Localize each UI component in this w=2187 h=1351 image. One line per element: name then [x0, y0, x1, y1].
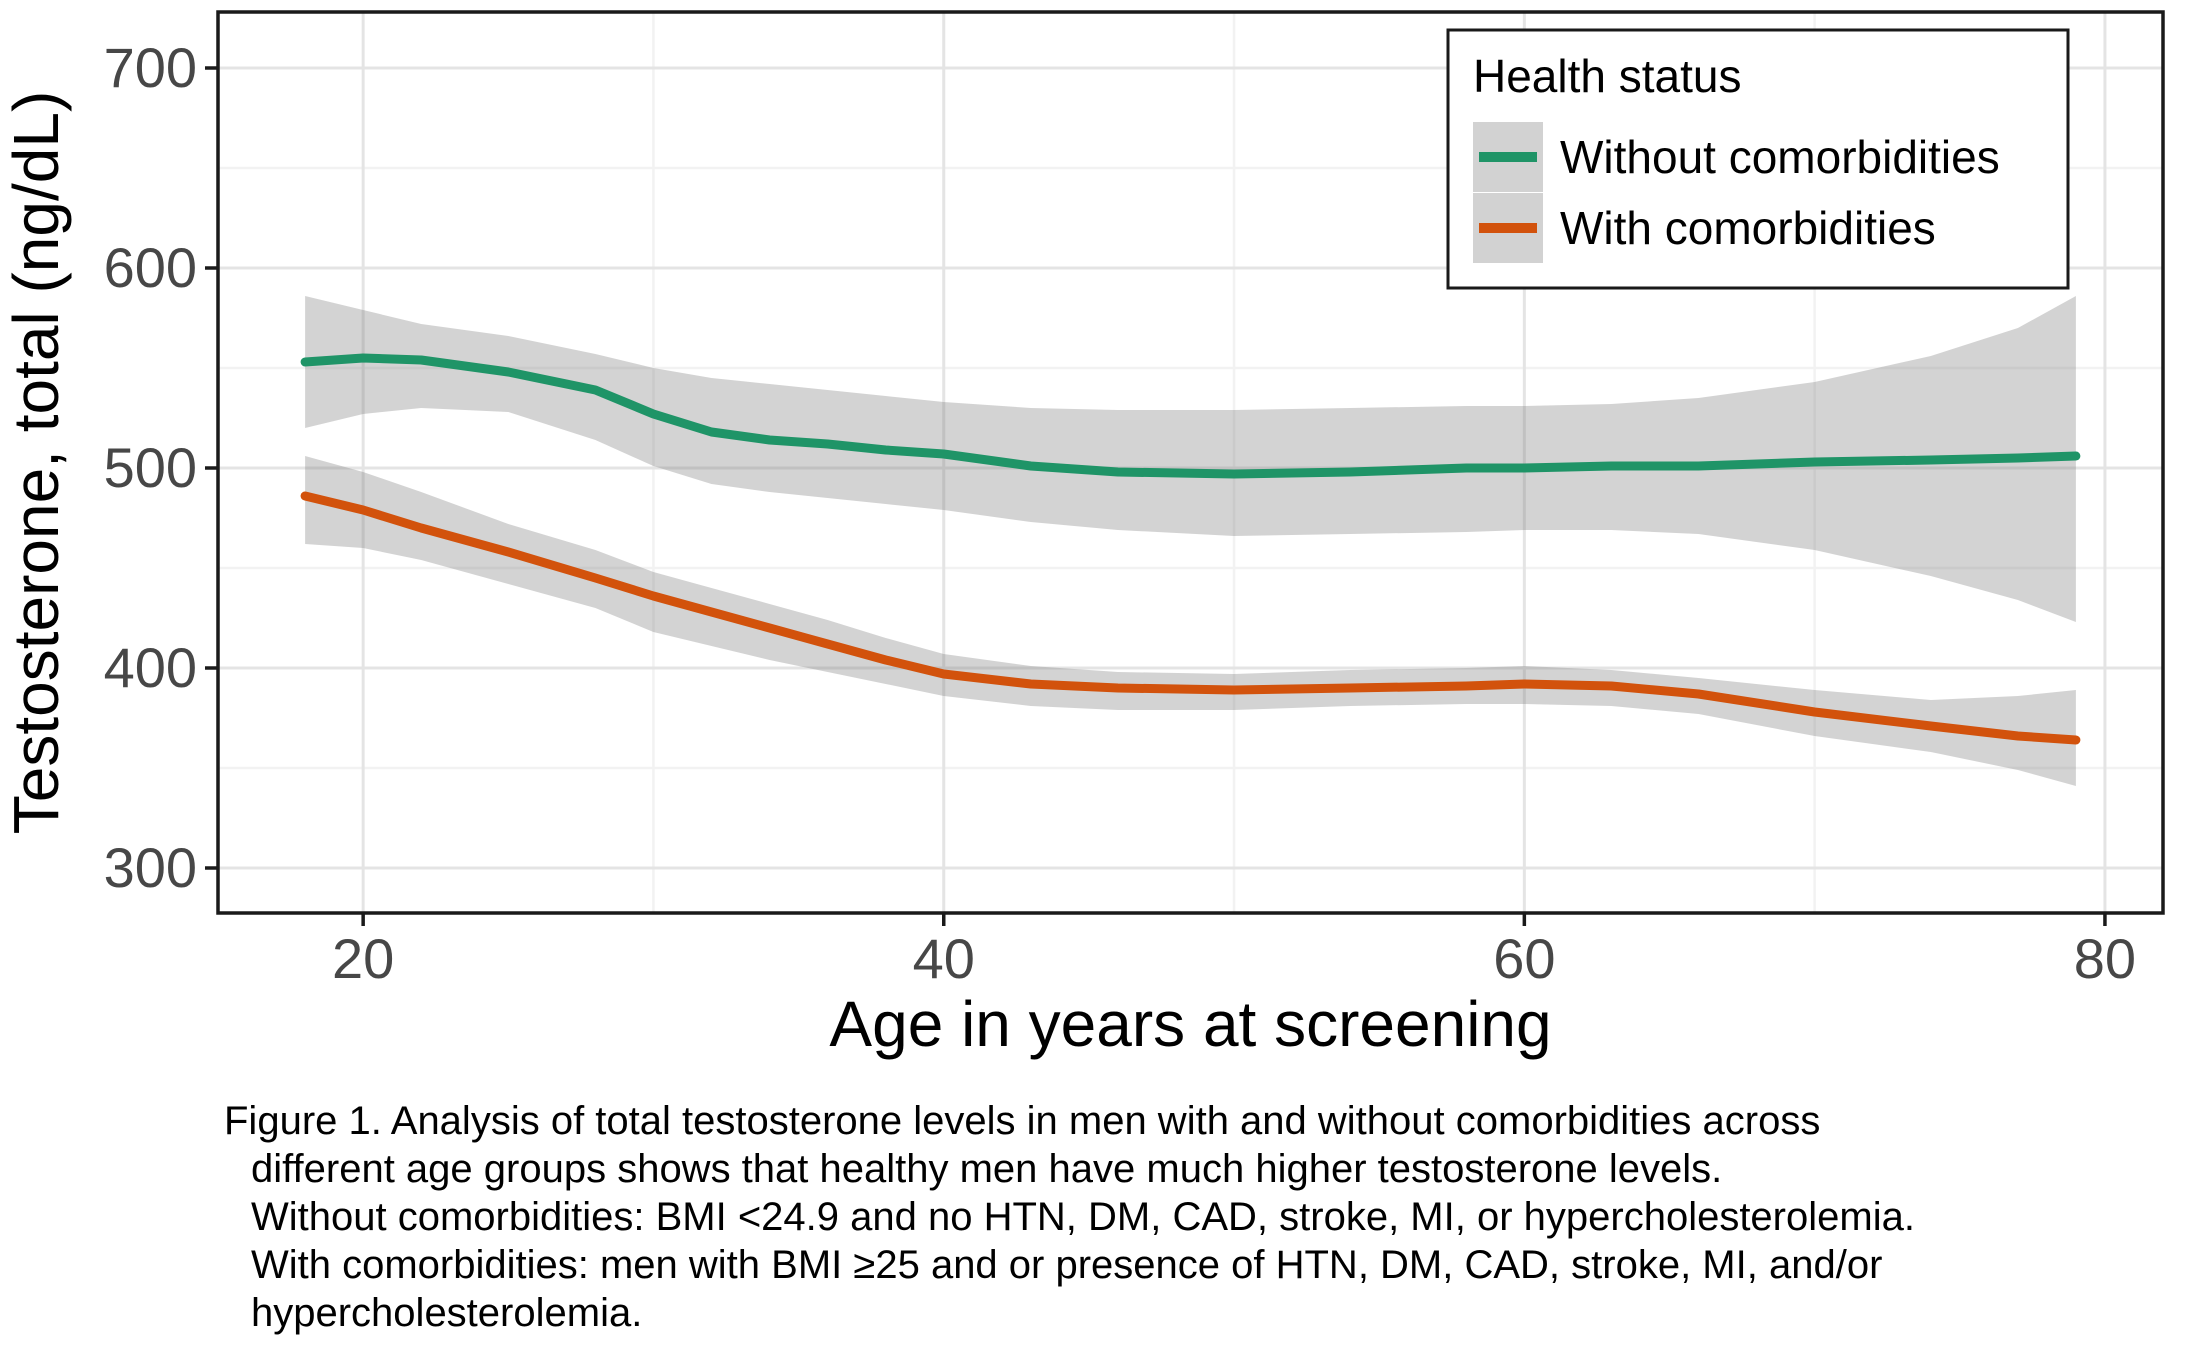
figure-caption: Figure 1. Analysis of total testosterone… — [224, 1097, 2187, 1337]
legend-box — [1446, 28, 2070, 290]
x-tick-label: 40 — [913, 927, 975, 990]
confidence-band-2 — [305, 456, 2076, 786]
caption-line-1: Figure 1. Analysis of total testosterone… — [224, 1099, 1821, 1143]
caption-line-4: With comorbidities: men with BMI ≥25 and… — [251, 1243, 1883, 1287]
x-axis-title: Age in years at screening — [829, 988, 1551, 1060]
x-tick-label: 20 — [332, 927, 394, 990]
trend-line-1 — [300, 353, 2081, 479]
caption-line-2: different age groups shows that healthy … — [251, 1147, 1723, 1191]
legend-label-2: With comorbidities — [1560, 202, 1936, 254]
y-tick-label: 500 — [104, 436, 197, 499]
panel-border — [216, 10, 2165, 915]
y-tick-label: 700 — [104, 36, 197, 99]
y-tick-label: 400 — [104, 636, 197, 699]
x-tick-label: 80 — [2074, 927, 2136, 990]
legend-title: Health status — [1473, 50, 1741, 102]
x-tick-label: 60 — [1493, 927, 1555, 990]
y-tick-label: 600 — [104, 236, 197, 299]
y-axis-title: Testosterone, total (ng/dL) — [0, 91, 72, 835]
y-tick-label: 300 — [104, 836, 197, 899]
trend-line-2 — [300, 491, 2081, 745]
legend-label-1: Without comorbidities — [1560, 131, 2000, 183]
caption-line-3: Without comorbidities: BMI <24.9 and no … — [251, 1195, 1915, 1239]
caption-line-5: hypercholesterolemia. — [251, 1291, 643, 1335]
confidence-band-1 — [305, 296, 2076, 622]
testosterone-age-chart: 20 40 60 80 300 400 500 600 700 Age in years at s… — [0, 10, 2165, 1060]
